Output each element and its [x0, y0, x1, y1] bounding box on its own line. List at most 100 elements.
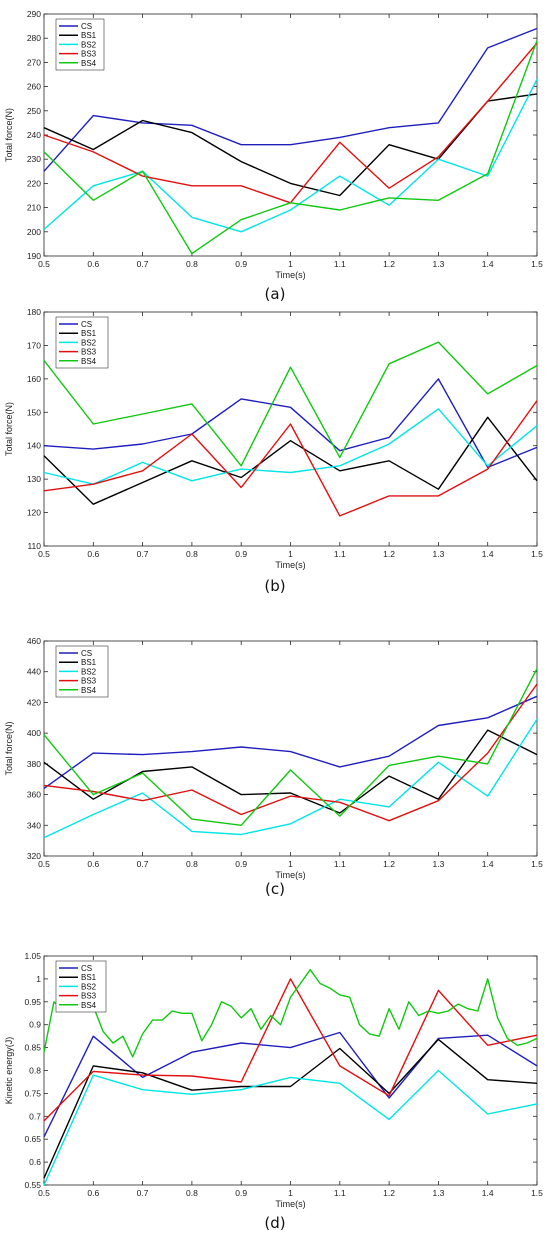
chart-a: 0.5 0.6 0.7 0.8 0.9 1 1.1 1.2 1.3 1.4 1.5 190 200 210…	[4, 9, 543, 280]
x-tick-label: 1.2	[383, 549, 395, 559]
legend-label-bs1: BS1	[81, 973, 97, 982]
legend-label-cs: CS	[81, 320, 92, 329]
x-tick-label: 0.9	[235, 859, 247, 869]
y-tick-label: 210	[27, 203, 41, 213]
y-tick-label: 1	[36, 974, 41, 984]
y-tick-label: 200	[27, 227, 41, 237]
series-line-bs2	[43, 78, 538, 233]
x-axis-label: Time(s)	[275, 1199, 305, 1209]
x-tick-label: 0.6	[87, 1188, 99, 1198]
y-tick-label: 400	[27, 728, 41, 738]
chart-caption-b: (b)	[264, 577, 286, 595]
y-tick-label: 0.55	[24, 1180, 41, 1190]
chart-d: 0.5 0.6 0.7 0.8 0.9 1 1.1 1.2 1.3 1.4 1.5 0.55 0.6 0.…	[4, 951, 543, 1209]
x-tick-label: 0.7	[137, 259, 149, 269]
y-tick-label: 180	[27, 307, 41, 317]
y-tick-label: 170	[27, 340, 41, 350]
y-tick-label: 110	[27, 541, 41, 551]
y-tick-label: 420	[27, 697, 41, 707]
series-line-bs1	[43, 416, 538, 505]
x-tick-label: 0.5	[38, 549, 50, 559]
x-tick-label: 0.9	[235, 259, 247, 269]
chart-caption-c: (c)	[265, 880, 285, 898]
y-tick-label: 360	[27, 790, 41, 800]
series-line-cs	[43, 27, 538, 172]
y-tick-label: 320	[27, 851, 41, 861]
legend-label-bs4: BS4	[81, 59, 97, 68]
x-tick-label: 1.2	[383, 1188, 395, 1198]
series-line-bs3	[43, 978, 538, 1122]
legend-label-bs1: BS1	[81, 329, 97, 338]
y-tick-label: 190	[27, 251, 41, 261]
plot-area	[43, 955, 538, 1186]
y-tick-label: 150	[27, 407, 41, 417]
series-line-bs3	[43, 683, 538, 822]
y-tick-label: 130	[27, 474, 41, 484]
chart-panel-c: 0.5 0.6 0.7 0.8 0.9 1 1.1 1.2 1.3 1.4 1.5 320 340 360…	[0, 614, 550, 930]
x-tick-label: 1.5	[531, 1188, 543, 1198]
legend-label-bs2: BS2	[81, 40, 97, 49]
y-axis-label: Kinetic energy(J)	[4, 1037, 14, 1105]
y-tick-label: 280	[27, 33, 41, 43]
x-axis-label: Time(s)	[275, 870, 305, 880]
y-axis-label: Total force(N)	[4, 402, 14, 456]
y-tick-label: 0.6	[29, 1157, 41, 1167]
y-tick-label: 0.85	[24, 1043, 41, 1053]
x-tick-label: 1	[288, 259, 293, 269]
chart-panel-d: 0.5 0.6 0.7 0.8 0.9 1 1.1 1.2 1.3 1.4 1.5 0.55 0.6 0.…	[0, 930, 550, 1242]
x-tick-label: 0.5	[38, 1188, 50, 1198]
x-tick-label: 1.5	[531, 259, 543, 269]
chart-c: 0.5 0.6 0.7 0.8 0.9 1 1.1 1.2 1.3 1.4 1.5 320 340 360…	[4, 636, 543, 880]
legend-label-bs2: BS2	[81, 338, 97, 347]
legend-label-bs3: BS3	[81, 348, 97, 357]
x-tick-label: 1.5	[531, 859, 543, 869]
series-line-cs	[43, 378, 538, 469]
y-tick-label: 290	[27, 9, 41, 19]
y-tick-label: 140	[27, 441, 41, 451]
legend-label-bs4: BS4	[81, 686, 97, 695]
x-tick-label: 0.7	[137, 859, 149, 869]
x-tick-label: 1.3	[432, 549, 444, 559]
legend-label-bs2: BS2	[81, 667, 97, 676]
x-tick-label: 0.8	[186, 259, 198, 269]
x-tick-label: 0.6	[87, 259, 99, 269]
y-tick-label: 1.05	[24, 951, 41, 961]
legend-label-bs3: BS3	[81, 992, 97, 1001]
x-tick-label: 1.3	[432, 859, 444, 869]
x-tick-label: 1.5	[531, 549, 543, 559]
x-tick-label: 0.8	[186, 1188, 198, 1198]
y-tick-label: 0.7	[29, 1111, 41, 1121]
legend-label-cs: CS	[81, 649, 92, 658]
x-tick-label: 0.9	[235, 1188, 247, 1198]
x-tick-label: 0.5	[38, 859, 50, 869]
y-tick-label: 260	[27, 82, 41, 92]
series-line-bs4	[43, 40, 538, 255]
series-line-cs	[43, 695, 538, 789]
x-tick-label: 1.3	[432, 1188, 444, 1198]
series-line-bs2	[43, 408, 538, 485]
legend-label-bs1: BS1	[81, 31, 97, 40]
legend-label-bs3: BS3	[81, 677, 97, 686]
x-tick-label: 0.7	[137, 549, 149, 559]
y-tick-label: 0.9	[29, 1020, 41, 1030]
y-tick-label: 340	[27, 820, 41, 830]
x-axis-label: Time(s)	[275, 270, 305, 280]
y-tick-label: 230	[27, 154, 41, 164]
x-tick-label: 1.4	[482, 259, 494, 269]
y-tick-label: 160	[27, 374, 41, 384]
y-tick-label: 0.65	[24, 1134, 41, 1144]
series-line-bs3	[43, 400, 538, 517]
y-tick-label: 440	[27, 667, 41, 677]
legend-label-bs1: BS1	[81, 658, 97, 667]
series-line-bs4	[43, 969, 538, 1058]
legend-label-bs3: BS3	[81, 50, 97, 59]
legend-label-cs: CS	[81, 964, 92, 973]
x-tick-label: 1.3	[432, 259, 444, 269]
y-tick-label: 270	[27, 57, 41, 67]
x-tick-label: 1.4	[482, 859, 494, 869]
x-tick-label: 0.5	[38, 259, 50, 269]
y-tick-label: 240	[27, 130, 41, 140]
y-tick-label: 380	[27, 759, 41, 769]
y-tick-label: 220	[27, 178, 41, 188]
chart-panel-a: 0.5 0.6 0.7 0.8 0.9 1 1.1 1.2 1.3 1.4 1.5 190 200 210…	[0, 0, 550, 306]
